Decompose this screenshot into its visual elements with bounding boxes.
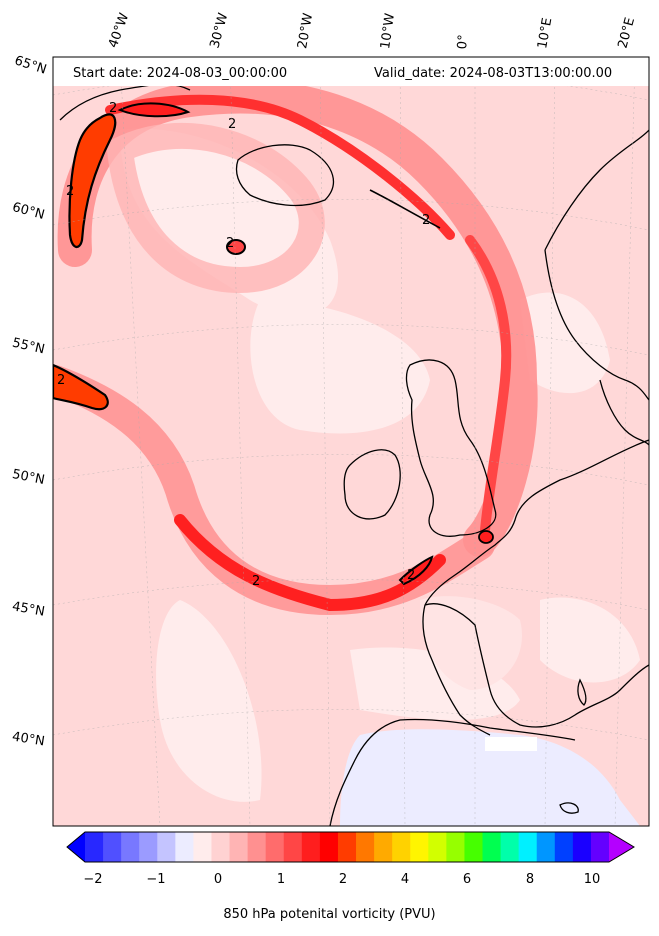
colorbar-segment xyxy=(337,832,357,862)
colorbar-tick: −2 xyxy=(83,872,103,887)
colorbar-segment xyxy=(356,832,375,862)
colorbar-segment xyxy=(103,832,122,862)
contour-label: 2 xyxy=(422,213,430,228)
map-frame xyxy=(52,56,650,827)
pv-contour-biscay xyxy=(398,555,434,586)
colorbar-arrow-left xyxy=(67,832,85,862)
contour-label: 2 xyxy=(252,574,260,589)
pv-contour-small-low xyxy=(226,239,246,255)
colorbar-segment xyxy=(85,832,104,862)
colorbar-segment xyxy=(590,832,610,862)
colorbar-segment xyxy=(193,832,212,862)
colorbar-tick: 4 xyxy=(400,872,410,887)
colorbar-segment xyxy=(301,832,321,862)
pv-strong-band-3 xyxy=(465,235,512,535)
colorbar-segment xyxy=(392,832,411,862)
contour-label: 2 xyxy=(57,373,65,388)
iberia-field xyxy=(420,596,522,690)
colorbar-tick: 8 xyxy=(525,872,535,887)
colorbar-segment xyxy=(500,832,520,862)
pv-contour-north-band xyxy=(369,189,441,229)
colorbar-segment xyxy=(572,832,592,862)
colorbar-arrow-right xyxy=(609,832,634,862)
colorbar-label: 850 hPa potenital vorticity (PVU) xyxy=(223,907,436,922)
colorbar-segment xyxy=(536,832,556,862)
colorbar-tick: 10 xyxy=(583,872,601,887)
pv-contour-west xyxy=(53,363,109,411)
contour-label: 2 xyxy=(407,568,415,583)
colorbar xyxy=(66,831,635,863)
graticule xyxy=(53,57,649,826)
valid-date-label: Valid_date: 2024-08-03T13:00:00.00 xyxy=(374,66,613,81)
colorbar-tick: −1 xyxy=(146,872,166,887)
colorbar-segment xyxy=(229,832,249,862)
colorbar-segment xyxy=(247,832,267,862)
lon-label: 0° xyxy=(455,33,472,50)
contour-label: 2 xyxy=(226,236,234,251)
colorbar-tick: 2 xyxy=(338,872,348,887)
pv-ring xyxy=(106,122,325,294)
colorbar-tick: 0 xyxy=(213,872,223,887)
pv-strong-band-2 xyxy=(174,514,446,612)
colorbar-outline xyxy=(66,831,635,863)
colorbar-segment xyxy=(139,832,158,862)
colorbar-segment xyxy=(518,832,538,862)
pv-medium-band xyxy=(57,79,538,557)
pv-light-patches xyxy=(120,128,640,802)
contour-label: 2 xyxy=(66,184,74,199)
coastlines xyxy=(59,83,649,826)
colorbar-segment xyxy=(211,832,231,862)
header-strip xyxy=(53,57,649,86)
colorbar-segment xyxy=(319,832,339,862)
colorbar-segment xyxy=(428,832,447,862)
white-patch xyxy=(485,737,537,751)
colorbar-segment xyxy=(464,832,484,862)
colorbar-tick: 1 xyxy=(276,872,286,887)
colorbar-segment xyxy=(446,832,465,862)
colorbar-segment xyxy=(554,832,574,862)
contour-label: 2 xyxy=(228,117,236,132)
colorbar-segment xyxy=(121,832,140,862)
pv-contour-channel xyxy=(478,530,494,544)
colorbar-segment xyxy=(410,832,429,862)
colorbar-segment xyxy=(283,832,303,862)
start-date-label: Start date: 2024-08-03_00:00:00 xyxy=(73,66,288,81)
colorbar-segment xyxy=(374,832,393,862)
contour-label: 2 xyxy=(109,101,117,116)
africa-low-pv-region xyxy=(340,729,640,826)
colorbar-segment xyxy=(265,832,285,862)
pv-strong-band xyxy=(105,94,455,240)
colorbar-segment xyxy=(175,832,194,862)
pv-contour-top xyxy=(117,102,191,118)
pv-contour-greenland xyxy=(68,113,117,248)
colorbar-tick: 6 xyxy=(462,872,472,887)
colorbar-segment xyxy=(157,832,176,862)
colorbar-segment xyxy=(482,832,502,862)
